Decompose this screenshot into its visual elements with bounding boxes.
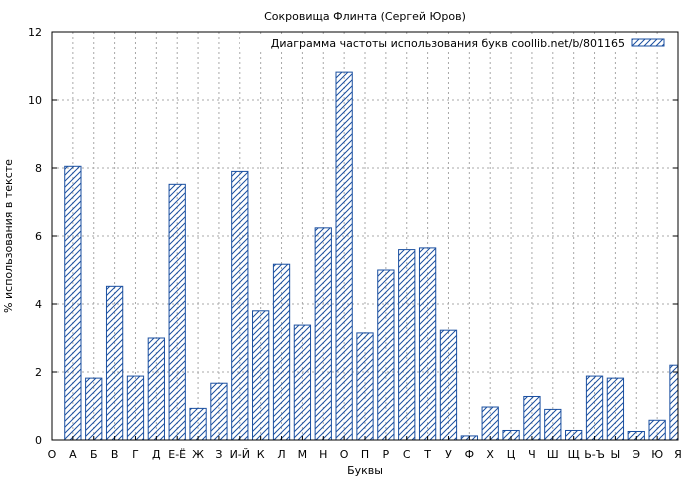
legend-swatch [631, 38, 665, 47]
x-tick-label: С [403, 448, 411, 461]
bar [189, 407, 207, 440]
bar [565, 429, 583, 440]
x-tick-label: Б [90, 448, 98, 461]
y-axis: 0 2 4 6 8 10 12 [28, 26, 678, 447]
bar [105, 285, 124, 440]
bar [272, 263, 291, 440]
legend-label: Диаграмма частоты использования букв coo… [271, 37, 625, 50]
x-tick-label: М [298, 448, 308, 461]
bar [335, 71, 353, 440]
bar [293, 324, 312, 440]
chart-title: Сокровища Флинта (Сергей Юров) [264, 10, 466, 23]
bar [210, 382, 228, 440]
bar [585, 375, 604, 440]
x-tick-label: Н [319, 448, 327, 461]
bar [147, 337, 165, 440]
x-tick-label: Х [486, 448, 494, 461]
y-tick-label: 10 [28, 94, 42, 107]
x-tick-label: И-Й [230, 448, 250, 461]
bar [168, 183, 186, 440]
legend-background [240, 36, 674, 50]
bar [398, 249, 416, 440]
x-tick-label: Ч [528, 448, 536, 461]
bar [64, 165, 82, 440]
x-tick-label: А [69, 448, 77, 461]
x-tick-label: Э [632, 448, 640, 461]
x-tick-label: П [361, 448, 369, 461]
bar [418, 247, 437, 440]
bar [544, 408, 562, 440]
bar [502, 429, 520, 440]
bar [252, 310, 270, 440]
x-tick-label: Ь-Ъ [584, 448, 605, 461]
bar [356, 332, 374, 440]
bar [314, 227, 332, 440]
x-tick-label: О [340, 448, 349, 461]
x-tick-label: Ы [611, 448, 621, 461]
bar [481, 406, 499, 440]
legend: Диаграмма частоты использования букв coo… [240, 36, 674, 50]
x-tick-label: Ю [651, 448, 663, 461]
x-tick-label: О [48, 448, 57, 461]
x-tick-label: Я [674, 448, 682, 461]
y-tick-label: 4 [35, 298, 42, 311]
bar [126, 375, 145, 440]
x-tick-label: Щ [568, 448, 580, 461]
y-tick-label: 2 [35, 366, 42, 379]
bar [439, 329, 458, 440]
y-tick-label: 6 [35, 230, 42, 243]
x-tick-label: Г [132, 448, 139, 461]
bar [523, 395, 541, 440]
y-axis-label: % использования в тексте [2, 159, 15, 313]
y-tick-label: 0 [35, 434, 42, 447]
x-tick-label: К [257, 448, 265, 461]
y-tick-label: 12 [28, 26, 42, 39]
x-tick-label: Е-Ё [168, 448, 186, 461]
x-tick-label: Ц [507, 448, 516, 461]
x-tick-label: Т [423, 448, 431, 461]
x-tick-label: В [111, 448, 119, 461]
x-tick-label: Л [277, 448, 285, 461]
x-tick-label: Р [383, 448, 390, 461]
bar [231, 170, 249, 440]
bars [64, 71, 678, 440]
y-tick-label: 8 [35, 162, 42, 175]
bar [377, 269, 395, 440]
bar [606, 377, 625, 440]
x-tick-label: Д [152, 448, 161, 461]
x-tick-label: З [215, 448, 222, 461]
x-tick-label: Ш [547, 448, 559, 461]
x-tick-label: Ж [192, 448, 204, 461]
bar [85, 377, 103, 440]
x-tick-label: Ф [465, 448, 474, 461]
x-tick-label: У [445, 448, 452, 461]
bar [627, 431, 645, 440]
x-axis: О А Б В Г Д Е-Ё Ж З И-Й К Л М Н О П Р С Т У Ф Х Ц Ч Ш Щ Ь-Ъ Ы Э Ю Я [48, 436, 682, 461]
x-axis-label: Буквы [347, 464, 383, 477]
